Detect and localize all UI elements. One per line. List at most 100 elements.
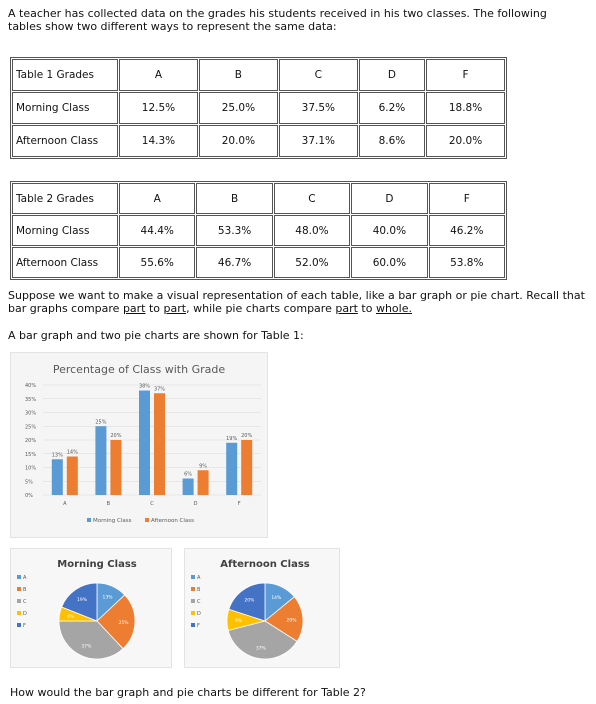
y-tick-label: 5% (25, 479, 33, 485)
pie-chart-card-morning: Morning Class A B C D F 13% 25% 37% 6% 19% (10, 548, 172, 668)
table-row: Morning Class 12.5% 25.0% 37.5% 6.2% 18.… (12, 92, 505, 124)
pie-data-label: 37% (81, 643, 92, 649)
legend-label: D (23, 611, 27, 617)
header-cell: C (278, 59, 358, 91)
x-tick-label: A (63, 501, 67, 507)
y-tick-label: 20% (25, 438, 36, 444)
header-cell: B (198, 59, 278, 91)
pie-slice-C (58, 620, 124, 660)
para-text: to (357, 302, 376, 315)
table-2-grades: Table 2 Grades A B C D F Morning Class 4… (10, 181, 507, 280)
table-row: Afternoon Class 14.3% 20.0% 37.1% 8.6% 2… (12, 125, 505, 157)
x-tick-label: F (238, 501, 241, 507)
table-cell: 53.8% (428, 247, 505, 278)
bar-F-morning (226, 442, 238, 495)
bar-data-label: 25% (95, 419, 106, 425)
header-cell: B (196, 183, 273, 214)
bar-D-afternoon (197, 470, 209, 495)
pie-data-label: 20% (244, 597, 255, 603)
question-text: How would the bar graph and pie charts b… (10, 686, 366, 699)
legend-swatch (191, 575, 195, 579)
row-label: Morning Class (12, 92, 118, 124)
bar-data-label: 9% (199, 463, 207, 469)
pie-slice-B (264, 596, 304, 642)
header-cell: D (351, 183, 428, 214)
bar-data-label: 14% (67, 450, 78, 456)
bar-C-morning (139, 390, 150, 495)
y-tick-label: 15% (25, 452, 36, 458)
table-cell: 37.1% (278, 125, 358, 157)
pie-data-label: 9% (235, 618, 243, 624)
legend-swatch (87, 518, 91, 522)
intro-text: A teacher has collected data on the grad… (8, 7, 547, 33)
legend-swatch (191, 623, 195, 627)
table-cell: 25.0% (198, 92, 278, 124)
legend-label: F (23, 623, 26, 629)
table-cell: 44.4% (119, 215, 196, 246)
pie-data-label: 20% (287, 617, 298, 623)
table-row: Afternoon Class 55.6% 46.7% 52.0% 60.0% … (12, 247, 505, 278)
header-cell: C (273, 183, 351, 214)
bar-chart-card: Percentage of Class with Grade 0% 5% 10% 15%… (10, 352, 268, 538)
para-text: Suppose we want to make a visual represe… (8, 289, 585, 315)
pie-title: Morning Class (57, 559, 137, 570)
y-tick-label: 25% (25, 424, 36, 430)
y-tick-label: 0% (25, 493, 33, 499)
legend-label: B (197, 587, 201, 593)
table-cell: 14.3% (119, 125, 198, 157)
pie-data-label: 25% (119, 620, 130, 626)
table-cell: 60.0% (351, 247, 428, 278)
table-title: Table 1 Grades (12, 59, 118, 91)
legend-label: A (197, 575, 201, 581)
table-cell: 40.0% (351, 215, 428, 246)
table-cell: 18.8% (426, 92, 505, 124)
legend-label: B (23, 587, 27, 593)
table-cell: 20.0% (198, 125, 278, 157)
para-underline: whole. (375, 302, 412, 315)
bar-A-morning (51, 459, 63, 495)
x-tick-label: B (107, 501, 111, 507)
table-row: Morning Class 44.4% 53.3% 48.0% 40.0% 46… (12, 215, 505, 246)
legend-swatch (191, 587, 195, 591)
pie-data-label: 37% (256, 645, 267, 651)
bar-data-label: 6% (184, 472, 192, 478)
pie-slice-F (228, 582, 266, 622)
legend-label: Afternoon Class (151, 518, 194, 524)
table-title: Table 2 Grades (12, 183, 118, 214)
table-cell: 12.5% (119, 92, 198, 124)
bar-B-afternoon (110, 440, 122, 495)
pie-slice-F (61, 582, 98, 622)
header-cell: F (426, 59, 505, 91)
chart-intro-text: A bar graph and two pie charts are shown… (8, 329, 304, 342)
table-cell: 37.5% (278, 92, 358, 124)
legend-swatch (17, 599, 21, 603)
bar-D-morning (182, 478, 194, 495)
bar-data-label: 37% (154, 386, 165, 392)
table-cell: 46.2% (428, 215, 505, 246)
bar-data-label: 13% (52, 452, 63, 458)
legend-swatch (191, 611, 195, 615)
legend-label: D (197, 611, 201, 617)
table-cell: 6.2% (358, 92, 426, 124)
bar-data-label: 38% (139, 384, 150, 390)
pie-title: Afternoon Class (220, 559, 310, 570)
chart-title: Percentage of Class with Grade (53, 363, 226, 376)
para-underline: part (122, 302, 146, 315)
pie-data-label: 14% (271, 595, 282, 601)
table-cell: 20.0% (426, 125, 505, 157)
legend-swatch (17, 623, 21, 627)
row-label: Morning Class (12, 215, 118, 246)
row-label: Afternoon Class (12, 125, 118, 157)
header-cell: F (428, 183, 505, 214)
table-header-row: Table 2 Grades A B C D F (12, 183, 505, 214)
explanation-paragraph: Suppose we want to make a visual represe… (8, 289, 588, 315)
table-cell: 53.3% (196, 215, 273, 246)
para-underline: part (163, 302, 187, 315)
bar-F-afternoon (241, 440, 253, 495)
x-tick-label: C (150, 501, 154, 507)
table-cell: 8.6% (358, 125, 426, 157)
header-cell: A (119, 59, 198, 91)
pie-data-label: 13% (103, 595, 114, 601)
table-cell: 55.6% (119, 247, 196, 278)
